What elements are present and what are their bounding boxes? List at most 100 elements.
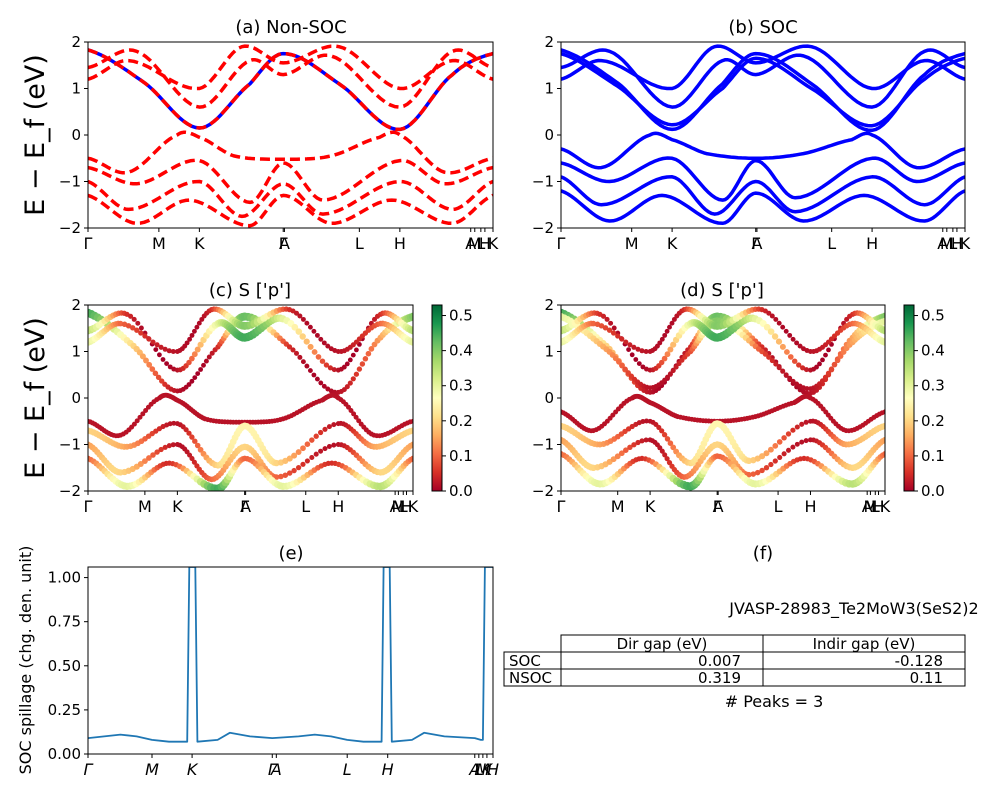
y-tick-label: 0.75 [48, 613, 81, 631]
band-point-2 [658, 359, 665, 366]
band-point-1 [819, 378, 826, 384]
panel-a-bands [88, 44, 493, 228]
band-point-2 [409, 338, 413, 346]
x-tick-label: L [827, 234, 836, 253]
y-tick-label: 0 [544, 389, 554, 407]
band-point-5 [790, 427, 796, 433]
band-point-1 [197, 341, 204, 348]
y-tick-label: 2 [71, 33, 81, 51]
x-tick-label: H [479, 234, 491, 253]
band-point-5 [146, 455, 152, 461]
band-point-2 [293, 310, 300, 316]
band-point-2 [640, 364, 646, 370]
x-tick-label: Γ [279, 234, 288, 253]
panel-c-y-label: E − E_f (eV) [20, 317, 51, 479]
band-point-3 [780, 324, 786, 330]
x-tick-label: K [194, 234, 205, 253]
band-point-1 [619, 362, 625, 369]
y-tick-label: −2 [59, 219, 81, 237]
band-point-4 [409, 427, 413, 434]
band-point-0 [201, 362, 206, 368]
x-tick-label: K [408, 497, 419, 516]
band-point-3 [631, 344, 637, 350]
band-point-4 [331, 422, 337, 428]
band-point-3 [348, 408, 354, 413]
band-point-1 [837, 353, 844, 359]
band-point-2 [636, 361, 642, 367]
y-tick-label: −1 [532, 436, 554, 454]
band-point-2 [629, 352, 635, 358]
x-tick-label: A [270, 760, 282, 779]
band-point-5 [282, 472, 289, 478]
band-point-2 [787, 354, 794, 360]
band-point-3 [790, 336, 796, 342]
colorbar-tick-label: 0.2 [921, 412, 945, 430]
band-point-5 [318, 448, 324, 454]
band-point-4 [309, 437, 315, 443]
band-point-0 [152, 370, 159, 377]
band-point-2 [779, 343, 786, 350]
band-point-0 [350, 376, 356, 382]
x-tick-label: H [394, 234, 406, 253]
band-point-6 [623, 447, 629, 453]
x-tick-label: Γ [557, 497, 566, 516]
band-point-1 [776, 365, 782, 371]
band-point-1 [828, 366, 835, 372]
table-header: Dir gap (eV) [617, 635, 708, 653]
band-point-5 [137, 461, 144, 467]
panel-e-y-label: SOC spillage (chg. den. unit) [16, 546, 35, 775]
band-point-2 [189, 332, 195, 338]
panel-c-y-ticks: −2 −1 0 1 2 [59, 296, 88, 500]
band-point-6 [799, 439, 805, 445]
band-point-1 [822, 374, 829, 380]
band-point-2 [311, 328, 317, 334]
band-point-3 [664, 328, 670, 334]
x-tick-label: L [474, 760, 483, 779]
band-point-2 [318, 336, 324, 342]
band-line-4 [88, 179, 493, 219]
band-point-3 [353, 414, 359, 420]
band-point-5 [291, 467, 297, 474]
band-point-2 [661, 355, 668, 362]
colorbar-bar [431, 304, 443, 492]
band-point-4 [295, 449, 302, 456]
band-point-1 [128, 313, 134, 319]
band-point-5 [331, 442, 337, 448]
band-point-5 [670, 444, 677, 451]
band-point-3 [659, 336, 665, 342]
band-line-0 [88, 567, 493, 743]
band-point-5 [300, 461, 306, 467]
band-point-5 [410, 441, 413, 448]
band-point-6 [768, 461, 774, 468]
band-point-0 [368, 346, 375, 352]
band-point-2 [817, 361, 822, 367]
band-point-5 [295, 464, 302, 471]
band-point-0 [146, 361, 153, 368]
x-tick-label: A [937, 234, 948, 253]
band-point-6 [631, 442, 637, 448]
band-point-4 [322, 426, 328, 432]
band-point-0 [209, 350, 215, 356]
colorbar-tick-label: 0.2 [449, 412, 473, 430]
y-tick-label: −1 [59, 173, 81, 191]
x-tick-label: Γ [84, 234, 93, 253]
band-point-3 [131, 421, 137, 427]
table-value: 0.319 [698, 669, 741, 687]
band-point-1 [667, 371, 673, 377]
band-point-1 [676, 361, 682, 367]
band-line-3 [88, 158, 493, 205]
band-point-5 [322, 446, 328, 452]
panel-b-title: (b) SOC [728, 17, 797, 38]
band-point-4 [194, 442, 201, 449]
y-tick-label: −1 [59, 436, 81, 454]
band-point-5 [286, 470, 293, 476]
band-point-4 [291, 452, 298, 459]
band-point-5 [767, 446, 774, 453]
band-point-5 [304, 458, 310, 464]
